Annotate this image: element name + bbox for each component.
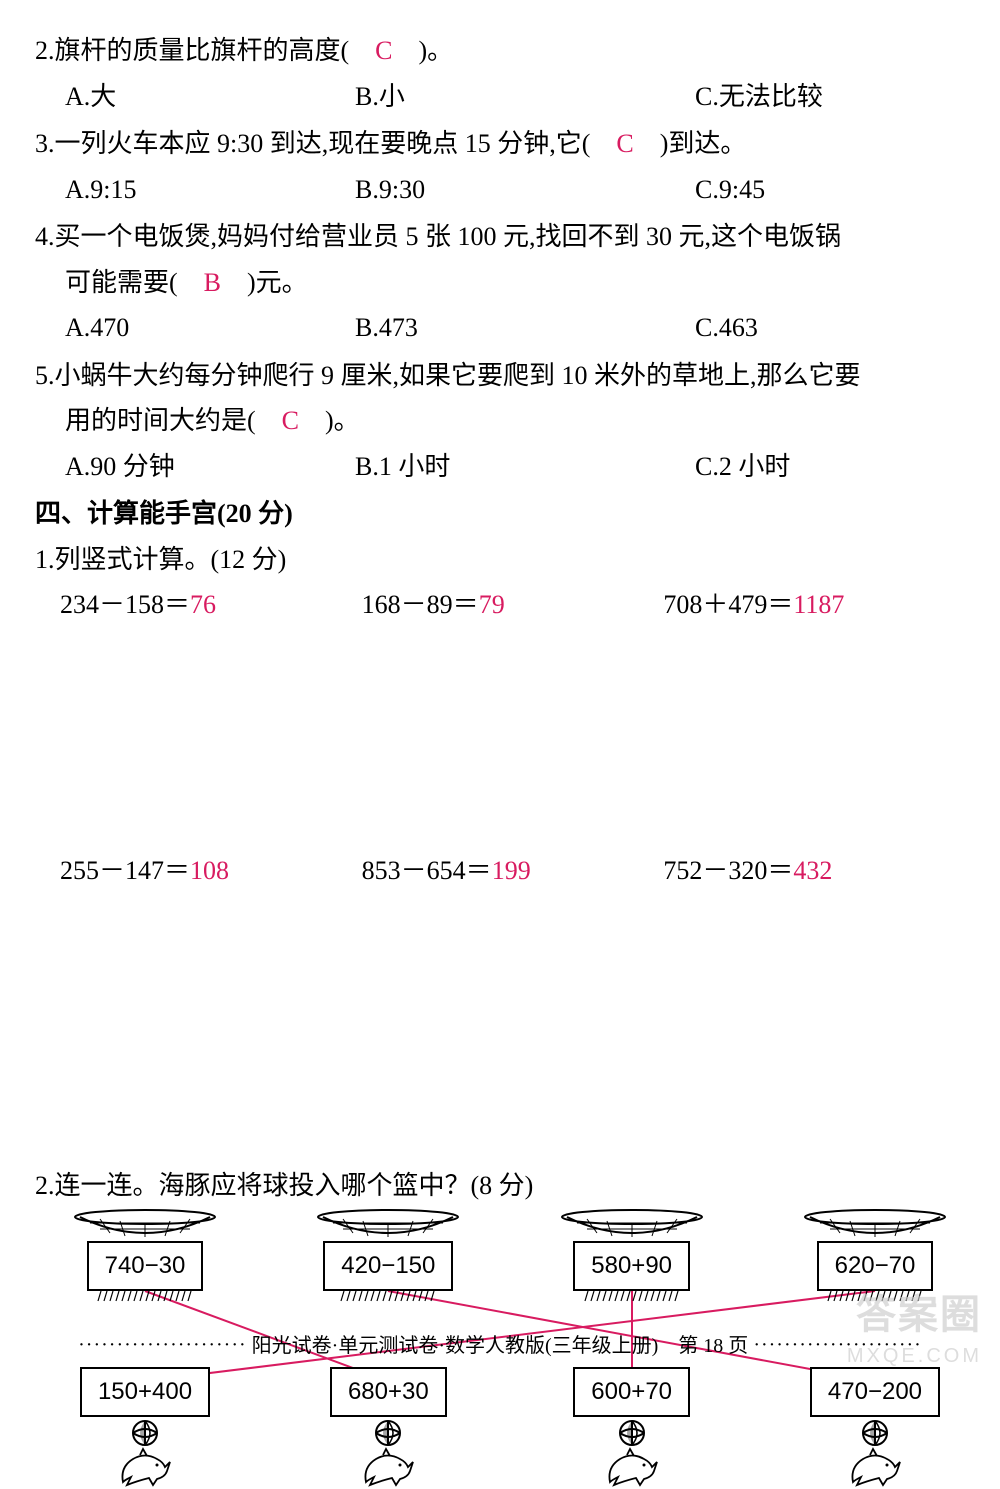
dolphin-0: 150+400 — [50, 1367, 240, 1489]
q4-line1: 4.买一个电饭煲,妈妈付给营业员 5 张 100 元,找回不到 30 元,这个电… — [35, 214, 965, 260]
q4-line2b: )元。 — [221, 268, 308, 297]
q2-options: A.大 B.小 C.无法比较 — [35, 74, 965, 120]
dolphin-icon — [602, 1447, 662, 1489]
calc-expr: 853－654＝ — [362, 856, 492, 885]
q5-line1: 5.小蜗牛大约每分钟爬行 9 厘米,如果它要爬到 10 米外的草地上,那么它要 — [35, 353, 965, 399]
basket-label: 420−150 — [323, 1241, 453, 1291]
dolphin-row: 150+400 680+30 600+70 470−200 — [50, 1367, 970, 1489]
dolphin-3: 470−200 — [780, 1367, 970, 1489]
dolphin-2: 600+70 — [537, 1367, 727, 1489]
q3-text-part1: 3.一列火车本应 9:30 到达,现在要晚点 15 分钟,它( — [35, 129, 616, 158]
ball-icon — [131, 1419, 159, 1447]
q4-answer: B — [204, 268, 221, 297]
q5-line2: 用的时间大约是( C )。 — [35, 398, 965, 444]
q5-option-b: B.1 小时 — [355, 444, 695, 490]
dolphin-1: 680+30 — [293, 1367, 483, 1489]
basket-1: 420−150 — [293, 1209, 483, 1303]
ball-icon — [374, 1419, 402, 1447]
q4-option-c: C.463 — [695, 305, 965, 351]
q2-option-c: C.无法比较 — [695, 74, 965, 120]
q5-options: A.90 分钟 B.1 小时 C.2 小时 — [35, 444, 965, 490]
footer-dots-left: ······················ — [78, 1334, 247, 1356]
q3-option-a: A.9:15 — [65, 167, 355, 213]
q2-text-part1: 2.旗杆的质量比旗杆的高度( — [35, 36, 375, 65]
calc-answer: 108 — [190, 856, 229, 885]
dolphin-label: 680+30 — [330, 1367, 447, 1417]
calc-answer: 199 — [492, 856, 531, 885]
q4-line2: 可能需要( B )元。 — [35, 260, 965, 306]
question-2: 2.旗杆的质量比旗杆的高度( C )。 A.大 B.小 C.无法比较 — [35, 28, 965, 119]
calc-expr: 168－89＝ — [362, 590, 479, 619]
q4-option-b: B.473 — [355, 305, 695, 351]
ball-icon — [861, 1419, 889, 1447]
grass-icon — [333, 1289, 443, 1303]
q2-option-b: B.小 — [355, 74, 695, 120]
basket-icon — [70, 1209, 220, 1241]
grass-icon — [577, 1289, 687, 1303]
q3-text-part2: )到达。 — [634, 129, 747, 158]
calc-answer: 79 — [479, 590, 505, 619]
q3-answer: C — [616, 129, 633, 158]
footer-text: 阳光试卷·单元测试卷·数学人教版(三年级上册) 第 18 页 — [252, 1329, 749, 1364]
q5-line2a: 用的时间大约是( — [65, 406, 282, 435]
calc-expr: 234－158＝ — [60, 590, 190, 619]
calc-1-1: 234－158＝76 — [60, 582, 362, 628]
basket-icon — [313, 1209, 463, 1241]
calc-expr: 708＋479＝ — [663, 590, 793, 619]
calc-expr: 752－320＝ — [663, 856, 793, 885]
dolphin-label: 600+70 — [573, 1367, 690, 1417]
basket-2: 580+90 — [537, 1209, 727, 1303]
q2-stem: 2.旗杆的质量比旗杆的高度( C )。 — [35, 28, 965, 74]
basket-icon — [800, 1209, 950, 1241]
subsection-1-title: 1.列竖式计算。(12 分) — [35, 537, 965, 583]
q3-stem: 3.一列火车本应 9:30 到达,现在要晚点 15 分钟,它( C )到达。 — [35, 121, 965, 167]
footer-dots-right: ······················ — [753, 1334, 922, 1356]
question-4: 4.买一个电饭煲,妈妈付给营业员 5 张 100 元,找回不到 30 元,这个电… — [35, 214, 965, 351]
calc-1-3: 708＋479＝1187 — [663, 582, 965, 628]
question-3: 3.一列火车本应 9:30 到达,现在要晚点 15 分钟,它( C )到达。 A… — [35, 121, 965, 212]
section-4-title: 四、计算能手宫(20 分) — [35, 491, 965, 537]
ball-icon — [618, 1419, 646, 1447]
q4-line2a: 可能需要( — [65, 268, 204, 297]
calc-answer: 76 — [190, 590, 216, 619]
q2-option-a: A.大 — [65, 74, 355, 120]
question-5: 5.小蜗牛大约每分钟爬行 9 厘米,如果它要爬到 10 米外的草地上,那么它要 … — [35, 353, 965, 490]
q3-options: A.9:15 B.9:30 C.9:45 — [35, 167, 965, 213]
calc-2-1: 255－147＝108 — [60, 848, 362, 894]
calc-row-1: 234－158＝76 168－89＝79 708＋479＝1187 — [35, 582, 965, 628]
basket-label: 580+90 — [573, 1241, 690, 1291]
q2-answer: C — [375, 36, 392, 65]
subsection-2-title: 2.连一连。海豚应将球投入哪个篮中？(8 分) — [35, 1163, 965, 1209]
basket-0: 740−30 — [50, 1209, 240, 1303]
calc-1-2: 168－89＝79 — [362, 582, 664, 628]
q3-option-b: B.9:30 — [355, 167, 695, 213]
basket-icon — [557, 1209, 707, 1241]
calc-answer: 1187 — [793, 590, 844, 619]
q5-line2b: )。 — [299, 406, 360, 435]
page-footer: ······················ 阳光试卷·单元测试卷·数学人教版(… — [0, 1328, 1000, 1364]
dolphin-icon — [115, 1447, 175, 1489]
calc-row-2: 255－147＝108 853－654＝199 752－320＝432 — [35, 848, 965, 894]
grass-icon — [90, 1289, 200, 1303]
calc-2-2: 853－654＝199 — [362, 848, 664, 894]
dolphin-icon — [358, 1447, 418, 1489]
dolphin-label: 150+400 — [80, 1367, 210, 1417]
q2-text-part2: )。 — [393, 36, 454, 65]
calc-2-3: 752－320＝432 — [663, 848, 965, 894]
calc-answer: 432 — [793, 856, 832, 885]
q5-option-a: A.90 分钟 — [65, 444, 355, 490]
q4-option-a: A.470 — [65, 305, 355, 351]
basket-row: 740−30 420−150 580+90 620−70 — [50, 1209, 970, 1303]
dolphin-label: 470−200 — [810, 1367, 940, 1417]
dolphin-icon — [845, 1447, 905, 1489]
basket-label: 740−30 — [87, 1241, 204, 1291]
q4-options: A.470 B.473 C.463 — [35, 305, 965, 351]
q5-answer: C — [282, 406, 299, 435]
calc-expr: 255－147＝ — [60, 856, 190, 885]
q3-option-c: C.9:45 — [695, 167, 965, 213]
q5-option-c: C.2 小时 — [695, 444, 965, 490]
